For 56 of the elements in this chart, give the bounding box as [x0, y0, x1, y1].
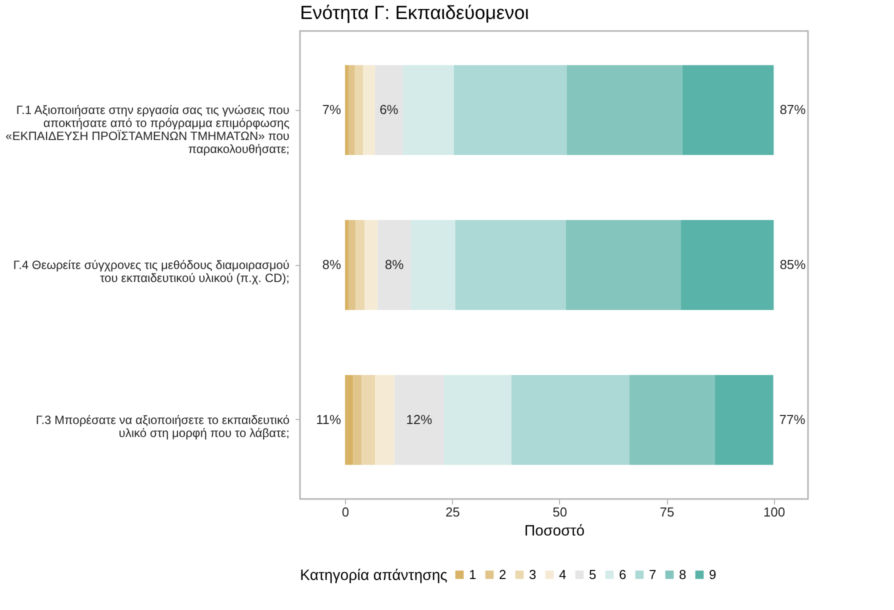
bar: [680, 220, 774, 310]
annotation: 8%: [322, 257, 342, 272]
annotation: 11%: [316, 412, 342, 427]
bar: [348, 220, 356, 310]
bar: [345, 65, 349, 155]
legend-label: 1: [469, 566, 476, 582]
legend-label: 3: [529, 566, 536, 582]
chart-title: Ενότητα Γ: Εκπαιδεύομενοι: [300, 3, 529, 24]
x-axis-title: Ποσοστό: [524, 522, 585, 540]
legend-label: 9: [709, 566, 716, 582]
annotation: 7%: [322, 102, 342, 118]
bar: [455, 220, 566, 310]
bar: [566, 220, 681, 310]
legend-label: 4: [559, 566, 566, 582]
bar: [378, 220, 412, 310]
y-tick-label: Γ.1 Αξιοποιήσατε στην εργασία σας τις γνώσεις που αποκτήσατε από το πρόγραμμα επιμόρφωσης «ΕΚΠΑΙΔΕΥΣΗ ΠΡΟΪΣΤΑΜΕΝΩΝ ΤΜΗΜΑΤΩΝ» που παρακολουθήσατε;: [6, 103, 290, 156]
legend-label: 5: [589, 566, 596, 582]
bar: [411, 220, 456, 310]
bar: [444, 375, 512, 465]
bar: [356, 220, 365, 310]
annotation: 87%: [780, 102, 806, 118]
legend-label: 7: [649, 566, 656, 582]
annotation: 12%: [406, 412, 433, 427]
bar: [566, 65, 682, 155]
y-tick-label: Γ.4 Θεωρείτε σύγχρονες τις μεθόδους διαμοιρασμού του εκπαιδευτικού υλικού (π.χ. CD);: [13, 258, 290, 285]
legend-title: Κατηγορία απάντησης: [300, 567, 448, 584]
x-tick-label: 100: [763, 504, 786, 520]
x-tick-label: 0: [342, 504, 350, 520]
annotation: 6%: [380, 102, 399, 118]
x-tick-label: 50: [552, 504, 568, 520]
bar: [363, 65, 376, 155]
annotation: 85%: [780, 257, 806, 272]
bar: [682, 65, 774, 155]
bar: [454, 65, 567, 155]
legend-label: 6: [619, 566, 626, 582]
legend-label: 8: [679, 566, 686, 582]
bar: [394, 375, 444, 465]
bar: [402, 65, 454, 155]
bar: [345, 375, 354, 465]
x-tick-label: 25: [445, 504, 460, 520]
annotation: 77%: [779, 412, 806, 427]
x-tick-label: 75: [660, 504, 674, 520]
bar: [375, 65, 403, 155]
bar: [714, 375, 774, 465]
annotation: 8%: [384, 257, 404, 272]
bar: [353, 375, 362, 465]
bar: [348, 65, 355, 155]
bar: [345, 220, 349, 310]
bar: [375, 375, 394, 465]
bar: [511, 375, 630, 465]
legend-label: 2: [499, 566, 506, 582]
bar: [354, 65, 364, 155]
bar: [362, 375, 376, 465]
bar: [364, 220, 378, 310]
y-tick-label: Γ.3 Μπορέσατε να αξιοποιήσετε το εκπαιδευτικό υλικό στη μορφή που το λάβατε;: [36, 412, 290, 440]
bar: [629, 375, 715, 465]
